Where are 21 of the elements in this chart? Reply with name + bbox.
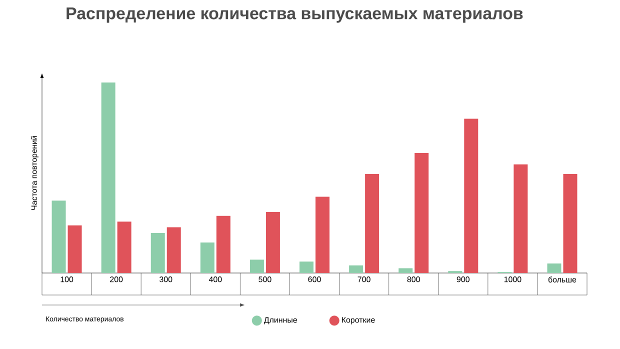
bar — [365, 174, 380, 273]
bar — [101, 82, 116, 273]
bar — [316, 196, 330, 273]
bar — [563, 174, 578, 273]
bar — [68, 225, 82, 273]
bar — [266, 212, 280, 273]
bar — [250, 260, 264, 273]
bar — [150, 233, 165, 273]
bar — [464, 118, 478, 273]
bar — [216, 216, 230, 273]
bar — [166, 227, 181, 273]
chart-title: Распределение количества выпускаемых материалов — [66, 8, 523, 23]
bar — [117, 222, 132, 273]
bar — [300, 262, 314, 273]
bar — [398, 268, 413, 273]
bar — [349, 265, 364, 273]
bar — [52, 200, 66, 273]
bar — [547, 263, 562, 273]
bar — [514, 164, 528, 273]
bar — [200, 242, 214, 273]
bar — [414, 153, 429, 273]
